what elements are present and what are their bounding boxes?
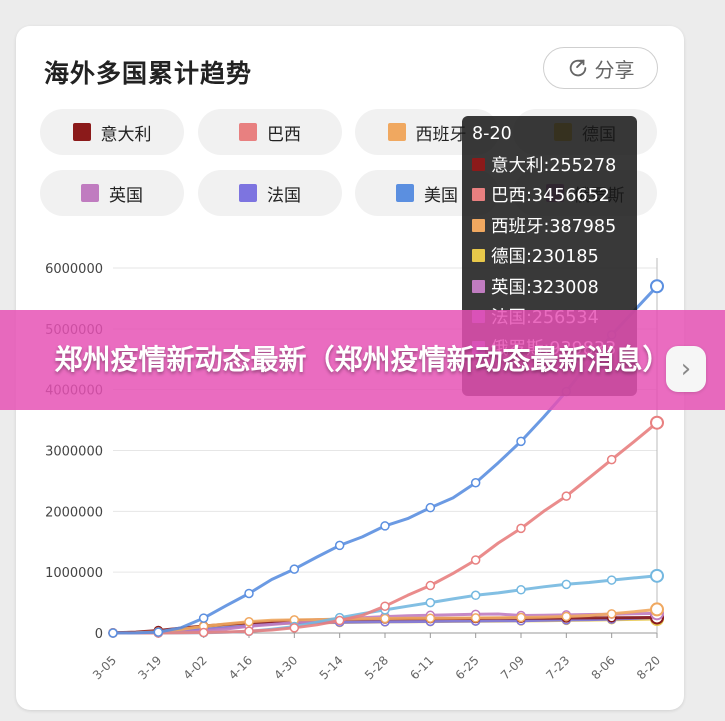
- data-point: [198, 627, 209, 638]
- data-point: [380, 521, 390, 531]
- data-point: [425, 502, 436, 513]
- x-tick-label: 4-02: [181, 653, 210, 682]
- x-tick-label: 5-14: [317, 653, 346, 682]
- data-point: [516, 523, 526, 534]
- legend-item[interactable]: 法国: [198, 170, 342, 216]
- tooltip-swatch: [472, 249, 485, 263]
- legend-swatch: [396, 184, 414, 202]
- x-tick-label: 6-11: [407, 653, 436, 682]
- data-point: [198, 613, 209, 623]
- data-point: [606, 575, 617, 585]
- data-point: [650, 568, 664, 583]
- data-point: [516, 612, 526, 623]
- share-button[interactable]: 分享: [543, 47, 658, 89]
- data-point: [650, 415, 664, 430]
- legend-label: 西班牙: [415, 124, 467, 145]
- data-point: [153, 627, 164, 637]
- data-point: [380, 601, 390, 611]
- x-tick-label: 7-09: [498, 653, 527, 682]
- data-point: [606, 454, 617, 465]
- tooltip-value: 英国:323008: [491, 277, 599, 298]
- next-button[interactable]: ›: [666, 346, 706, 392]
- legend-item[interactable]: 意大利: [40, 109, 184, 155]
- legend-swatch: [81, 184, 99, 202]
- legend-swatch: [72, 123, 91, 141]
- y-tick-label: 0: [95, 627, 103, 642]
- tooltip-value: 巴西:3456652: [491, 186, 610, 207]
- tooltip-swatch: [472, 157, 485, 171]
- tooltip-swatch: [472, 188, 485, 202]
- data-point: [561, 491, 572, 501]
- data-point: [470, 613, 481, 623]
- legend-swatch: [239, 123, 257, 141]
- tooltip-title: 8-20: [472, 124, 512, 144]
- data-point: [516, 585, 526, 595]
- tooltip-value: 意大利:255278: [491, 155, 617, 176]
- legend-label: 法国: [267, 185, 301, 206]
- legend-item[interactable]: 巴西: [198, 109, 342, 155]
- x-tick-label: 3-19: [135, 653, 164, 682]
- legend-label: 巴西: [267, 124, 301, 145]
- tooltip-row: 德国:230185: [472, 241, 627, 272]
- data-point: [425, 580, 436, 591]
- data-point: [606, 609, 617, 619]
- data-point: [334, 540, 345, 551]
- data-point: [334, 615, 345, 626]
- tooltip-swatch: [472, 218, 485, 232]
- legend-swatch: [239, 184, 257, 202]
- legend-label: 意大利: [100, 124, 152, 145]
- y-tick-label: 6000000: [45, 262, 103, 277]
- tooltip-row: 巴西:3456652: [472, 180, 627, 211]
- chevron-right-icon: ›: [680, 354, 692, 384]
- share-icon: [569, 59, 586, 77]
- x-tick-label: 8-06: [589, 653, 618, 682]
- x-tick-label: 4-16: [226, 653, 255, 682]
- data-point: [289, 623, 300, 633]
- legend-label: 美国: [424, 185, 458, 206]
- y-tick-label: 3000000: [45, 445, 103, 460]
- data-point: [561, 579, 572, 590]
- y-tick-label: 1000000: [45, 566, 103, 581]
- data-point: [425, 613, 436, 623]
- x-tick-label: 4-30: [271, 653, 300, 682]
- data-point: [470, 477, 481, 488]
- data-point: [470, 590, 481, 601]
- x-tick-label: 6-25: [453, 653, 482, 682]
- data-point: [425, 597, 436, 608]
- data-point: [561, 611, 572, 622]
- x-tick-label: 5-28: [362, 653, 391, 682]
- data-point: [650, 279, 664, 294]
- tooltip-value: 德国:230185: [491, 247, 599, 268]
- data-point: [244, 626, 254, 636]
- overlay-banner: 郑州疫情新动态最新（郑州疫情新动态最新消息）: [0, 310, 725, 410]
- page-title: 海外多国累计趋势: [44, 59, 253, 88]
- data-point: [289, 564, 300, 574]
- tooltip-row: 意大利:255278: [472, 149, 627, 180]
- tooltip-value: 西班牙:387985: [491, 216, 617, 237]
- data-point: [244, 588, 254, 599]
- legend-swatch: [387, 123, 406, 141]
- data-point: [244, 616, 254, 627]
- data-point: [380, 613, 390, 624]
- data-point: [650, 602, 664, 617]
- x-tick-label: 3-05: [90, 653, 119, 682]
- legend-item[interactable]: 英国: [40, 170, 184, 216]
- tooltip-swatch: [472, 279, 485, 293]
- data-point: [516, 436, 526, 447]
- data-point: [470, 555, 481, 565]
- legend-label: 英国: [109, 185, 143, 206]
- x-tick-label: 8-20: [634, 653, 663, 682]
- data-point: [108, 628, 118, 638]
- tooltip-row: 西班牙:387985: [472, 210, 627, 241]
- x-tick-label: 7-23: [543, 653, 572, 682]
- banner-text: 郑州疫情新动态最新（郑州疫情新动态最新消息）: [54, 343, 671, 376]
- y-tick-label: 2000000: [45, 505, 103, 520]
- share-label: 分享: [594, 57, 635, 82]
- tooltip-row: 英国:323008: [472, 271, 627, 302]
